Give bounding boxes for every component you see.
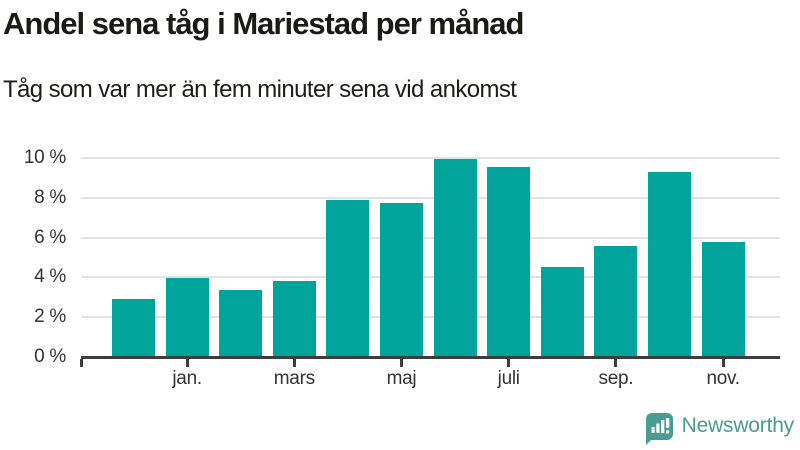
y-axis-tick-label: 2 % <box>34 306 66 328</box>
y-axis-tick-label: 6 % <box>34 226 66 248</box>
bar <box>272 281 316 357</box>
gridline <box>81 276 780 279</box>
gridline <box>81 316 780 319</box>
bar <box>380 202 423 357</box>
newsworthy-logo: Newsworthy <box>644 412 794 446</box>
bar <box>219 290 263 357</box>
gridline <box>81 157 780 159</box>
x-axis-tick-label: jan. <box>172 368 202 389</box>
newsworthy-bubble-chart-icon <box>644 412 675 446</box>
x-axis-line <box>81 355 780 359</box>
x-axis-tick <box>80 358 83 367</box>
chart-title: Andel sena tåg i Mariestad per månad <box>3 6 524 41</box>
x-axis-tick-label: nov. <box>706 368 740 389</box>
x-axis-tick-label: juli <box>497 368 520 389</box>
y-axis-tick-label: 0 % <box>34 346 66 367</box>
x-axis-tick <box>507 358 511 367</box>
bar <box>165 278 209 357</box>
x-axis-tick <box>721 358 725 367</box>
y-axis-tick-label: 8 % <box>34 186 66 208</box>
y-axis-tick-label: 10 % <box>23 147 66 168</box>
x-axis-tick-label: sep. <box>598 368 634 389</box>
x-axis-tick <box>400 358 403 367</box>
bar <box>112 299 155 357</box>
bar <box>701 241 745 357</box>
y-axis-tick-label: 4 % <box>34 266 66 288</box>
gridline <box>81 196 780 199</box>
chart-subtitle: Tåg som var mer än fem minuter sena vid … <box>3 76 517 103</box>
gridline <box>81 236 780 239</box>
x-axis-tick <box>185 358 189 367</box>
x-axis-tick <box>292 358 296 367</box>
x-axis-tick-label: mars <box>273 368 315 389</box>
x-axis-tick-label: maj <box>386 368 417 389</box>
bar <box>487 166 531 357</box>
bar <box>540 267 584 357</box>
x-axis-tick <box>614 358 618 367</box>
newsworthy-wordmark: Newsworthy <box>681 414 795 437</box>
bar <box>594 245 638 357</box>
bar <box>433 158 477 357</box>
bar <box>648 171 691 357</box>
bar <box>326 199 370 357</box>
